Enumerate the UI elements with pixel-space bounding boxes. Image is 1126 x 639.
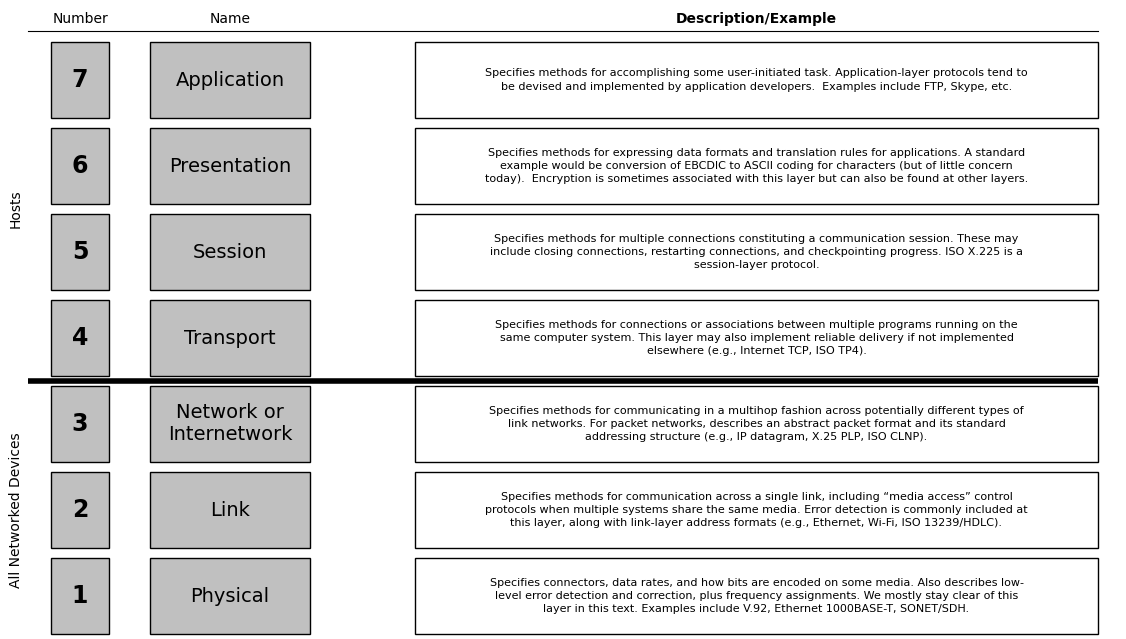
- Text: 6: 6: [72, 154, 88, 178]
- Text: Specifies methods for accomplishing some user-initiated task. Application-layer : Specifies methods for accomplishing some…: [485, 68, 1028, 91]
- Bar: [51, 128, 109, 204]
- Text: Specifies methods for expressing data formats and translation rules for applicat: Specifies methods for expressing data fo…: [485, 148, 1028, 184]
- Bar: [150, 300, 310, 376]
- Text: Specifies methods for connections or associations between multiple programs runn: Specifies methods for connections or ass…: [495, 320, 1018, 356]
- Text: Application: Application: [176, 70, 285, 89]
- Bar: [150, 558, 310, 634]
- Text: Number: Number: [52, 12, 108, 26]
- Bar: [51, 386, 109, 462]
- Text: Hosts: Hosts: [9, 190, 23, 228]
- Bar: [415, 42, 1098, 118]
- Text: Network or
Internetwork: Network or Internetwork: [168, 403, 293, 445]
- Text: Description/Example: Description/Example: [676, 12, 837, 26]
- Bar: [51, 300, 109, 376]
- Text: Specifies connectors, data rates, and how bits are encoded on some media. Also d: Specifies connectors, data rates, and ho…: [490, 578, 1024, 614]
- Bar: [150, 472, 310, 548]
- Text: Physical: Physical: [190, 587, 269, 606]
- Bar: [51, 472, 109, 548]
- Bar: [415, 558, 1098, 634]
- Text: Presentation: Presentation: [169, 157, 292, 176]
- Bar: [415, 214, 1098, 290]
- Bar: [150, 128, 310, 204]
- Bar: [415, 386, 1098, 462]
- Text: 5: 5: [72, 240, 88, 264]
- Bar: [415, 128, 1098, 204]
- Bar: [51, 558, 109, 634]
- Bar: [51, 214, 109, 290]
- Text: 7: 7: [72, 68, 88, 92]
- Bar: [415, 472, 1098, 548]
- Bar: [150, 386, 310, 462]
- Text: Specifies methods for communication across a single link, including “media acces: Specifies methods for communication acro…: [485, 492, 1028, 528]
- Bar: [415, 300, 1098, 376]
- Text: Specifies methods for multiple connections constituting a communication session.: Specifies methods for multiple connectio…: [490, 234, 1024, 270]
- Text: 3: 3: [72, 412, 88, 436]
- Text: Specifies methods for communicating in a multihop fashion across potentially dif: Specifies methods for communicating in a…: [489, 406, 1024, 442]
- Text: Transport: Transport: [185, 328, 276, 348]
- Text: Name: Name: [209, 12, 250, 26]
- Text: All Networked Devices: All Networked Devices: [9, 432, 23, 588]
- Bar: [150, 42, 310, 118]
- Text: 2: 2: [72, 498, 88, 522]
- Text: 4: 4: [72, 326, 88, 350]
- Text: Link: Link: [211, 500, 250, 520]
- Bar: [51, 42, 109, 118]
- Text: 1: 1: [72, 584, 88, 608]
- Text: Session: Session: [193, 242, 267, 261]
- Bar: [150, 214, 310, 290]
